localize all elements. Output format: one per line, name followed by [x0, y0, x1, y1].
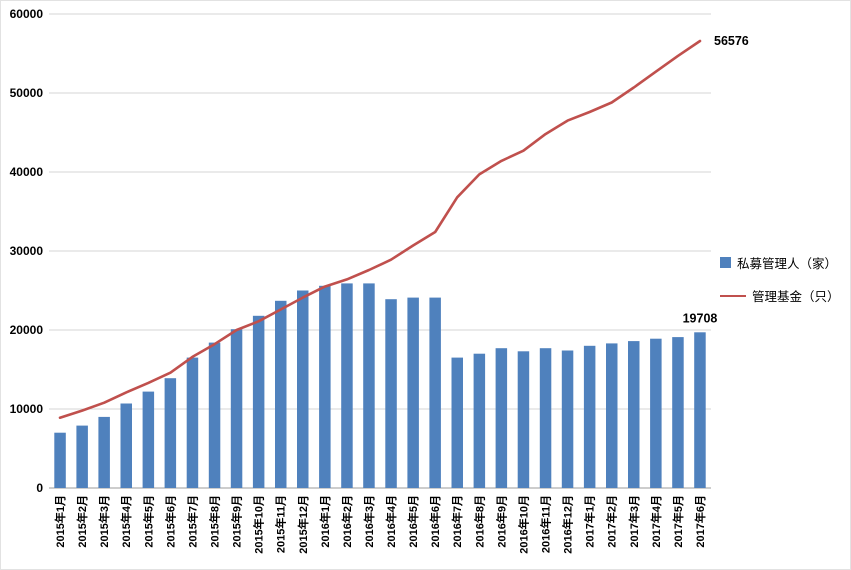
legend-label-bar-series: 私募管理人（家） — [737, 257, 838, 271]
x-tick-label: 2016年6月 — [428, 495, 442, 548]
x-tick-label: 2016年9月 — [494, 495, 508, 548]
x-tick-label: 2016年8月 — [472, 495, 486, 548]
x-tick-label: 2015年12月 — [296, 495, 310, 554]
bar-2016年8月[interactable] — [473, 353, 486, 488]
bar-2017年2月[interactable] — [606, 343, 618, 488]
y-tick-label: 0 — [36, 481, 43, 495]
bar-2015年5月[interactable] — [142, 391, 155, 488]
legend: 私募管理人（家） 管理基金（只） — [720, 253, 840, 305]
bar-2015年10月[interactable] — [252, 315, 265, 488]
bar-2016年12月[interactable] — [561, 350, 574, 489]
x-tick-label: 2015年4月 — [119, 495, 133, 548]
line-series[interactable] — [58, 39, 702, 420]
y-tick-label: 40000 — [10, 165, 44, 179]
x-tick-label: 2016年4月 — [384, 495, 398, 548]
x-tick-label: 2015年2月 — [75, 495, 89, 548]
bar-2015年1月[interactable] — [54, 432, 66, 488]
bar-2015年8月[interactable] — [208, 342, 221, 488]
bar-2016年3月[interactable] — [363, 283, 375, 488]
x-tick-label: 2017年6月 — [693, 495, 707, 548]
data-label-line-end: 56576 — [714, 34, 749, 48]
bar-2015年11月[interactable] — [275, 300, 287, 488]
x-tick-label: 2016年7月 — [450, 495, 464, 548]
y-tick-label: 60000 — [10, 7, 44, 21]
x-tick-label: 2017年4月 — [649, 495, 663, 548]
y-tick-label: 10000 — [10, 402, 44, 416]
y-tick-label: 50000 — [10, 86, 44, 100]
x-tick-label: 2016年5月 — [406, 495, 420, 548]
x-tick-label: 2015年7月 — [185, 495, 199, 548]
bar-2017年5月[interactable] — [672, 337, 684, 488]
legend-item-line-series[interactable]: 管理基金（只） — [720, 286, 840, 305]
x-tick-label: 2016年2月 — [340, 495, 354, 548]
x-tick-label: 2015年6月 — [163, 495, 177, 548]
x-tick-label: 2015年11月 — [274, 495, 288, 553]
bar-2016年11月[interactable] — [539, 348, 552, 488]
bar-2017年1月[interactable] — [583, 345, 596, 488]
bar-2016年9月[interactable] — [495, 348, 508, 488]
bar-2016年10月[interactable] — [517, 351, 530, 488]
x-tick-label: 2015年8月 — [208, 495, 222, 548]
x-tick-label: 2017年2月 — [605, 495, 619, 548]
bar-2016年6月[interactable] — [429, 297, 441, 488]
bar-2016年1月[interactable] — [319, 285, 331, 488]
x-tick-label: 2015年10月 — [252, 495, 266, 554]
bar-2015年2月[interactable] — [76, 425, 88, 488]
x-tick-label: 2015年9月 — [230, 495, 244, 548]
data-label-bar-end: 19708 — [683, 311, 718, 325]
x-tick-label: 2016年10月 — [516, 495, 530, 554]
line-series-swatch-icon — [720, 294, 746, 297]
bar-2016年4月[interactable] — [385, 299, 397, 488]
bar-2015年4月[interactable] — [120, 403, 133, 489]
x-tick-label: 2015年5月 — [141, 495, 155, 548]
bar-2017年3月[interactable] — [628, 341, 640, 488]
legend-item-bar-series[interactable]: 私募管理人（家） — [720, 253, 840, 272]
y-tick-label: 30000 — [10, 244, 44, 258]
bar-2017年6月[interactable] — [694, 332, 706, 488]
x-tick-label: 2016年3月 — [362, 495, 376, 548]
bar-2015年6月[interactable] — [164, 378, 177, 488]
y-tick-label: 20000 — [10, 323, 44, 337]
x-tick-label: 2016年1月 — [318, 495, 332, 548]
bar-2015年9月[interactable] — [230, 329, 243, 488]
bar-2016年7月[interactable] — [451, 357, 464, 488]
x-tick-label: 2016年11月 — [539, 495, 553, 553]
bar-2015年12月[interactable] — [297, 290, 309, 489]
x-tick-label: 2016年12月 — [561, 495, 575, 554]
x-tick-label: 2017年3月 — [627, 495, 641, 548]
bar-2017年4月[interactable] — [650, 338, 662, 488]
bar-series-swatch-icon — [720, 257, 731, 268]
x-tick-label: 2017年5月 — [671, 495, 685, 548]
bar-2015年3月[interactable] — [98, 416, 110, 488]
bar-2015年7月[interactable] — [186, 357, 199, 488]
legend-label-line-series: 管理基金（只） — [752, 290, 840, 304]
bar-2016年5月[interactable] — [407, 297, 419, 488]
bar-2016年2月[interactable] — [341, 283, 353, 488]
x-tick-label: 2015年3月 — [97, 495, 111, 548]
x-tick-label: 2017年1月 — [583, 495, 597, 548]
x-tick-label: 2015年1月 — [53, 495, 67, 548]
